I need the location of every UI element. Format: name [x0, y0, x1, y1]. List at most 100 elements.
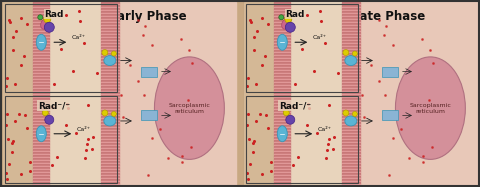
Bar — [33, 16, 49, 17]
Bar — [33, 180, 49, 182]
Bar — [101, 51, 119, 53]
Bar — [274, 140, 290, 142]
Bar — [101, 83, 119, 85]
Bar — [101, 158, 119, 160]
Bar — [342, 79, 360, 80]
Bar — [274, 24, 290, 26]
Bar — [274, 114, 290, 116]
Bar — [274, 143, 290, 145]
Bar — [101, 151, 119, 152]
Bar — [101, 29, 119, 30]
Bar — [33, 7, 49, 8]
Bar — [342, 122, 360, 123]
Bar — [274, 33, 290, 35]
Bar — [342, 41, 360, 42]
Bar — [33, 53, 49, 54]
Bar — [101, 102, 119, 104]
Circle shape — [286, 115, 295, 124]
Bar — [274, 99, 290, 101]
Bar — [101, 45, 119, 47]
Bar — [342, 99, 360, 101]
Bar — [101, 71, 119, 73]
Bar — [101, 131, 119, 133]
Bar — [274, 111, 290, 113]
Bar — [101, 41, 119, 42]
Bar — [274, 47, 290, 48]
Bar — [274, 102, 290, 104]
Bar — [101, 161, 119, 163]
Bar — [342, 4, 360, 5]
Bar — [274, 108, 290, 110]
Bar — [33, 107, 49, 108]
Bar — [342, 65, 360, 67]
Bar — [274, 155, 290, 157]
Bar — [274, 77, 290, 79]
Bar — [274, 131, 290, 133]
Bar — [274, 19, 290, 20]
Bar — [101, 7, 119, 8]
Bar — [342, 70, 360, 71]
Bar — [33, 74, 49, 76]
Bar — [342, 98, 360, 99]
Bar — [342, 152, 360, 154]
Bar — [342, 7, 360, 8]
Bar — [342, 89, 360, 91]
Bar — [33, 86, 49, 88]
Bar — [101, 5, 119, 7]
Bar — [342, 120, 360, 122]
Bar — [342, 13, 360, 14]
Bar — [342, 96, 360, 98]
Bar — [274, 89, 290, 91]
Bar — [274, 68, 290, 70]
Bar — [33, 128, 49, 130]
Bar — [342, 5, 360, 7]
Bar — [342, 116, 360, 117]
Bar — [101, 183, 119, 185]
Bar — [274, 56, 290, 57]
Bar — [274, 50, 290, 51]
Bar — [274, 7, 290, 8]
Bar — [342, 26, 360, 27]
Bar — [33, 140, 49, 142]
Bar — [101, 23, 119, 24]
Ellipse shape — [345, 56, 357, 66]
Bar — [33, 163, 49, 164]
Bar — [342, 142, 360, 143]
Bar — [33, 94, 49, 95]
Bar — [274, 145, 290, 146]
Circle shape — [352, 51, 357, 56]
Bar — [274, 2, 290, 4]
Circle shape — [102, 50, 108, 56]
Bar — [274, 179, 290, 180]
Bar — [274, 39, 290, 41]
Bar — [33, 64, 49, 65]
Bar — [274, 13, 290, 14]
Bar — [274, 95, 290, 96]
Bar — [33, 38, 49, 39]
Bar — [33, 30, 49, 32]
Bar — [274, 107, 290, 108]
Bar — [274, 183, 290, 185]
Bar — [33, 101, 49, 102]
Bar — [360, 2, 477, 185]
Bar — [101, 85, 119, 86]
Bar — [101, 88, 119, 89]
Bar — [101, 2, 119, 4]
Bar — [274, 29, 290, 30]
Bar — [342, 80, 360, 82]
Bar — [342, 134, 360, 136]
Ellipse shape — [36, 126, 46, 142]
Bar — [342, 73, 360, 74]
Bar — [274, 11, 290, 13]
Bar — [342, 170, 360, 171]
Bar — [274, 23, 290, 24]
Bar — [274, 116, 290, 117]
Bar — [101, 32, 119, 33]
Bar — [33, 113, 49, 114]
Ellipse shape — [277, 34, 288, 50]
Bar — [33, 182, 49, 183]
Bar — [274, 119, 290, 120]
Ellipse shape — [345, 116, 357, 126]
Bar — [342, 168, 360, 170]
Bar — [342, 183, 360, 185]
